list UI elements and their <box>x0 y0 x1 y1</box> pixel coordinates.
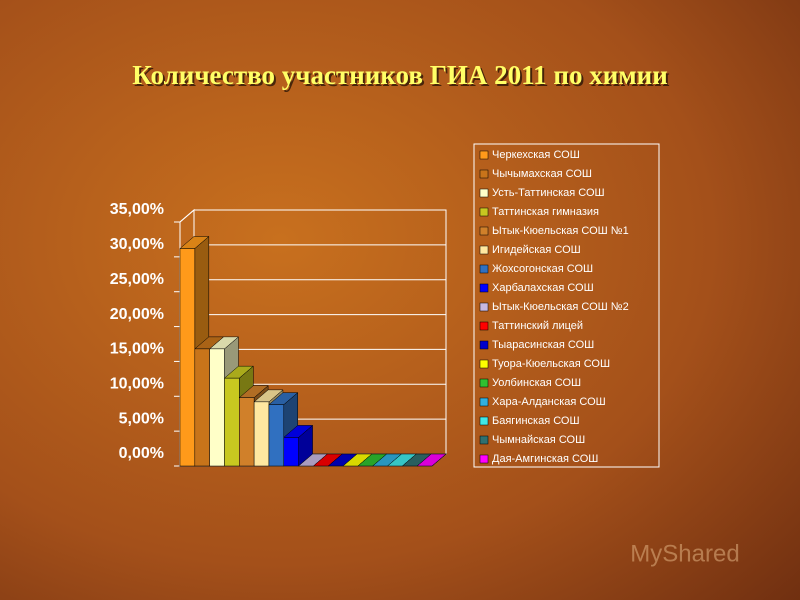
y-tick-label: 5,00% <box>119 410 164 427</box>
grid-line <box>179 209 446 223</box>
bar <box>253 401 270 467</box>
y-tick-label: 20,00% <box>110 306 164 323</box>
title-shadow: Количество участников ГИА 2011 по химии <box>134 62 670 92</box>
watermark: MyShared <box>630 540 739 567</box>
legend-swatch <box>479 283 489 293</box>
legend-swatch <box>479 416 489 426</box>
legend-swatch <box>479 378 489 388</box>
legend-swatch <box>479 359 489 369</box>
legend-label: Усть-Таттинская СОШ <box>492 187 605 199</box>
bar <box>239 397 255 467</box>
legend-swatch <box>479 169 489 179</box>
legend-swatch <box>479 245 489 255</box>
y-tick-label: 15,00% <box>110 341 164 358</box>
bar <box>209 348 225 467</box>
legend-swatch <box>479 150 489 160</box>
y-tick-label: 35,00% <box>110 201 164 218</box>
legend-swatch <box>479 340 489 350</box>
y-tick-label: 0,00% <box>119 445 164 462</box>
legend-label: Дая-Амгинская СОШ <box>492 453 598 465</box>
legend-swatch <box>479 188 489 198</box>
legend-label: Таттинский лицей <box>492 320 583 332</box>
bar <box>224 377 240 467</box>
y-tick-label: 10,00% <box>110 376 164 393</box>
legend-swatch <box>479 264 489 274</box>
legend-swatch <box>479 207 489 217</box>
legend-label: Таттинская гимназия <box>492 206 599 218</box>
legend-swatch <box>479 397 489 407</box>
legend-box <box>473 143 660 468</box>
chart-title: Количество участников ГИА 2011 по химии <box>132 60 668 90</box>
legend-label: Ытык-Кюельская СОШ №2 <box>492 301 629 313</box>
legend-label: Ытык-Кюельская СОШ №1 <box>492 225 629 237</box>
y-tick-label: 30,00% <box>110 236 164 253</box>
bar-top <box>416 453 447 467</box>
legend-swatch <box>479 302 489 312</box>
bar <box>283 437 299 467</box>
legend-label: Баягинская СОШ <box>492 415 580 427</box>
legend-swatch <box>479 321 489 331</box>
legend-label: Харбалахская СОШ <box>492 282 594 294</box>
legend-label: Тыарасинская СОШ <box>492 339 594 351</box>
legend-swatch <box>479 226 489 236</box>
legend-label: Жохсогонская СОШ <box>492 263 593 275</box>
y-tick-label: 25,00% <box>110 271 164 288</box>
legend-label: Черкехская СОШ <box>492 149 580 161</box>
legend-label: Игидейская СОШ <box>492 244 581 256</box>
legend-swatch <box>479 435 489 445</box>
bar <box>179 248 196 467</box>
legend-label: Чымнайская СОШ <box>492 434 585 446</box>
legend-label: Хара-Алданская СОШ <box>492 396 606 408</box>
bar <box>268 404 285 467</box>
bar <box>194 348 210 467</box>
legend-label: Туора-Кюельская СОШ <box>492 358 610 370</box>
legend-label: Чычымахская СОШ <box>492 168 592 180</box>
legend-label: Уолбинская СОШ <box>492 377 581 389</box>
legend-swatch <box>479 454 489 464</box>
